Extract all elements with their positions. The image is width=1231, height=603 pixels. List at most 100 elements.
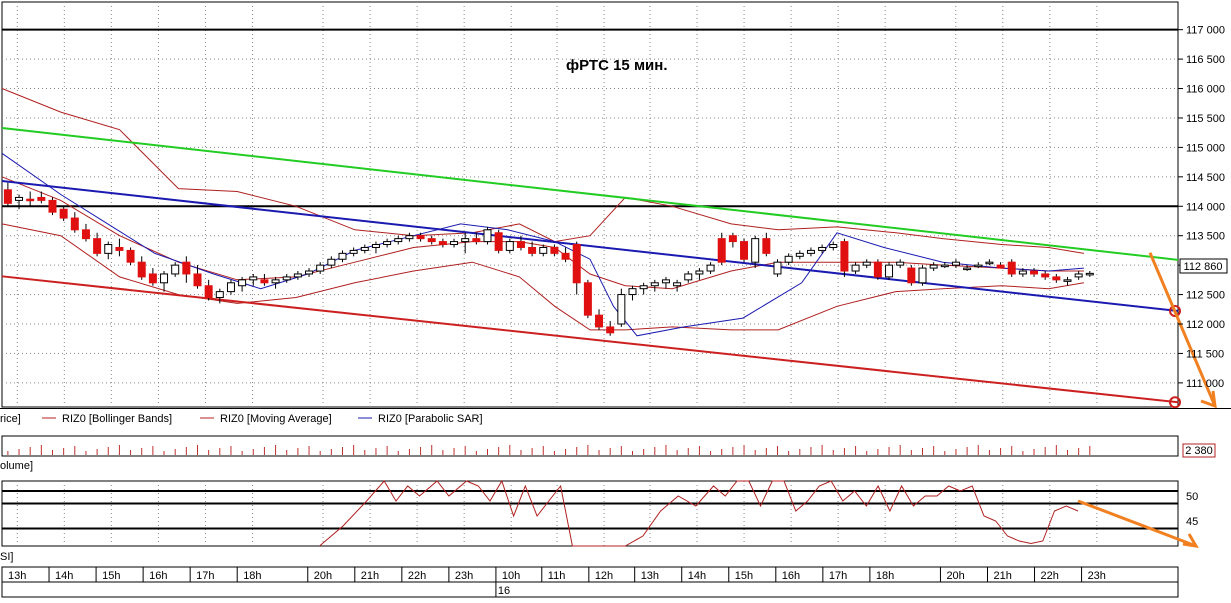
candle-body [316,264,325,272]
candle-body [985,261,994,265]
candle-body [104,244,113,254]
candle-5 [59,206,68,221]
rsi-grid [2,481,1178,546]
candle-body [394,238,403,243]
candle-body [416,235,425,240]
candle-95 [1063,276,1072,286]
candle-34 [383,238,392,248]
candle-body [661,279,670,284]
candle-body [795,252,804,257]
candlesticks [3,182,1094,336]
candle-body [617,294,626,325]
candle-body [951,261,960,266]
candle-90 [1007,259,1016,277]
candle-74 [829,241,838,251]
candle-body [639,285,648,290]
candle-body [595,314,604,328]
price-panel[interactable]: фРТС 15 мин. [1,1,1217,409]
candle-body [862,261,871,266]
candle-39 [438,238,447,248]
candle-78 [873,259,882,280]
candle-body [427,238,436,243]
x-tick-label-7: 21h [361,570,379,582]
candle-body [461,238,470,243]
rsi-label: SI] [0,551,13,563]
candle-25 [282,273,291,283]
candle-92 [1030,268,1039,277]
candle-96 [1074,271,1083,280]
rsi-panel[interactable]: 50 45 SI] [0,479,1199,563]
candle-body [450,241,459,246]
candle-48 [539,244,548,257]
candle-75 [840,238,849,277]
candle-29 [327,256,336,269]
candle-body [1007,261,1016,275]
candle-24 [271,276,280,289]
candle-77 [862,259,871,269]
y-tick-label-3: 112 500 [1186,290,1225,302]
candle-83 [929,262,938,272]
candle-body [405,235,414,240]
trend-line-red [1,275,1179,404]
candle-body [137,261,146,278]
candle-23 [260,273,269,286]
candle-93 [1041,271,1050,280]
candle-body [282,276,291,281]
candle-body [260,279,269,284]
rsi-forecast-arrow-head [1182,533,1199,548]
legend-label: RIZ0 [Moving Average] [220,413,332,425]
candle-88 [985,259,994,266]
candle-67 [751,235,760,269]
x-tick-label-15: 15h [735,570,753,582]
candle-31 [349,247,358,257]
last-price-label: 112 860 [1184,261,1223,273]
last-price-badge: 112 860 [1179,258,1228,274]
candle-38 [427,235,436,245]
candle-17 [193,265,202,289]
candle-85 [951,259,960,269]
x-tick-label-10: 10h [502,570,520,582]
x-tick-label-21: 22h [1041,570,1059,582]
volume-bars [7,445,1091,455]
candle-body [383,241,392,246]
y-tick-label-11: 116 500 [1186,54,1225,66]
x-tick-label-12: 12h [595,570,613,582]
candle-body [784,255,793,263]
candle-body [226,282,235,293]
candle-65 [728,232,737,248]
candle-body [929,264,938,269]
candle-body [271,279,280,284]
candle-body [762,238,771,254]
candle-body [360,246,369,251]
candle-46 [516,235,525,251]
legend-label: rice] [0,413,21,425]
candle-86 [963,265,972,272]
candle-body [505,241,514,251]
candle-79 [885,262,894,280]
rsi-forecast-arrow-shaft [1077,499,1197,548]
candle-body [650,282,659,287]
candle-body [572,244,581,284]
candle-body [1041,273,1050,278]
candle-26 [293,271,302,280]
candle-body [305,270,314,275]
candle-body [37,196,46,201]
candle-94 [1052,273,1061,283]
trend-end-marker-1 [1169,396,1181,409]
candle-21 [238,276,247,292]
candle-body [583,282,592,316]
trend-end-marker-0 [1169,305,1181,318]
candle-28 [316,262,325,274]
x-tick-label-5: 18h [243,570,261,582]
candle-7 [81,223,90,242]
candle-0 [3,182,12,207]
candle-body [494,232,503,251]
x-tick-label-9: 23h [455,570,473,582]
candle-body [628,288,637,296]
volume-panel[interactable]: 2 380 olume] [0,435,1216,472]
candle-16 [182,256,191,283]
legend: rice] RIZ0 [Bollinger Bands] RIZ0 [Moving … [0,408,1231,425]
candle-81 [907,265,916,286]
candle-2 [26,191,35,207]
candle-15 [171,262,180,277]
